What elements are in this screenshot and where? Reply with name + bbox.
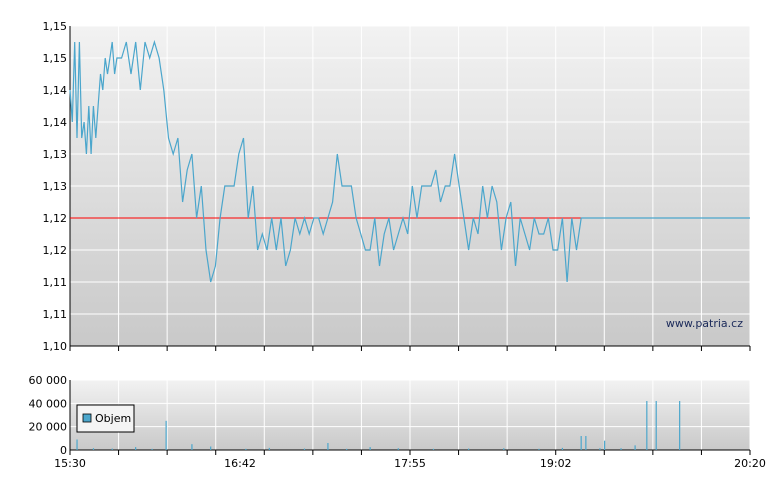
price-tick-label: 1,11 bbox=[43, 276, 68, 289]
price-tick-label: 1,12 bbox=[43, 212, 68, 225]
time-tick-label: 20:20 bbox=[734, 457, 766, 470]
time-x-axis: 15:30 16:42 17:55 19:02 20:20 bbox=[54, 346, 766, 470]
legend: Objem bbox=[76, 404, 135, 433]
time-tick-label: 15:30 bbox=[54, 457, 86, 470]
volume-bars bbox=[76, 401, 681, 450]
price-tick-label: 1,10 bbox=[43, 340, 68, 353]
volume-tick-label: 20 000 bbox=[29, 421, 68, 434]
price-tick-label: 1,14 bbox=[43, 116, 68, 129]
volume-y-axis: 60 000 40 000 20 000 0 bbox=[29, 374, 68, 457]
price-tick-label: 1,11 bbox=[43, 308, 68, 321]
time-tick-label: 19:02 bbox=[540, 457, 572, 470]
volume-tick-label: 40 000 bbox=[29, 397, 68, 410]
watermark: www.patria.cz bbox=[666, 317, 743, 330]
price-series bbox=[69, 39, 750, 283]
price-tick-label: 1,13 bbox=[43, 148, 68, 161]
price-tick-label: 1,12 bbox=[43, 244, 68, 257]
volume-tick-label: 60 000 bbox=[29, 374, 68, 387]
price-tick-label: 1,13 bbox=[43, 180, 68, 193]
volume-tick-label: 0 bbox=[60, 444, 67, 457]
price-tick-label: 1,15 bbox=[43, 52, 68, 65]
price-y-axis: 1,15 1,15 1,14 1,14 1,13 1,13 1,12 1,12 1,11 1,11… bbox=[43, 20, 68, 353]
price-tick-label: 1,15 bbox=[43, 20, 68, 33]
price-tick-label: 1,14 bbox=[43, 84, 68, 97]
time-tick-label: 17:55 bbox=[394, 457, 426, 470]
price-line bbox=[69, 39, 750, 283]
legend-swatch bbox=[82, 413, 92, 423]
legend-label: Objem bbox=[95, 412, 131, 425]
time-tick-label: 16:42 bbox=[224, 457, 256, 470]
